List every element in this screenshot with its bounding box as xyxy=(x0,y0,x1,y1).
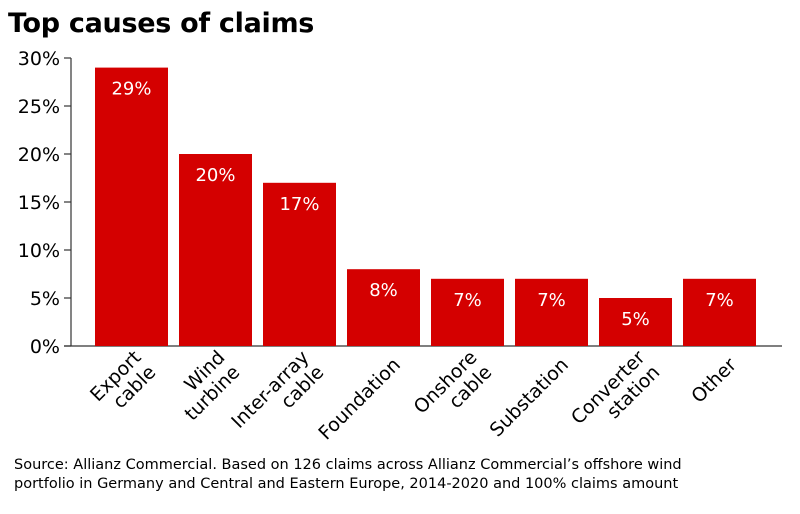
y-tick-label: 15% xyxy=(18,192,60,214)
bar xyxy=(179,154,252,346)
bar-data-label: 7% xyxy=(705,290,734,311)
y-tick-label: 30% xyxy=(18,48,60,70)
category-label: Other xyxy=(687,354,741,408)
bar xyxy=(95,67,168,346)
category-label: Converterstation xyxy=(567,346,664,443)
bar xyxy=(683,278,756,346)
bar-data-label: 20% xyxy=(195,165,235,186)
bar-data-label: 5% xyxy=(621,309,650,330)
category-label: Substation xyxy=(486,354,573,441)
category-label-line: Foundation xyxy=(314,354,405,445)
bar xyxy=(599,298,672,346)
y-tick-label: 25% xyxy=(18,96,60,118)
category-label-line: Other xyxy=(687,354,741,408)
chart-title: Top causes of claims xyxy=(8,8,315,39)
y-tick-label: 20% xyxy=(18,144,60,166)
category-label: Onshorecable xyxy=(410,346,497,433)
category-label: Inter-arraycable xyxy=(227,346,328,447)
y-tick-label: 10% xyxy=(18,240,60,262)
source-note: Source: Allianz Commercial. Based on 126… xyxy=(14,457,682,492)
bar-data-label: 7% xyxy=(453,290,482,311)
bar xyxy=(347,269,420,346)
category-label-line: Substation xyxy=(486,354,573,441)
bar xyxy=(263,182,336,346)
bar-data-label: 17% xyxy=(279,194,319,215)
category-label: Foundation xyxy=(314,354,405,445)
bar-data-label: 29% xyxy=(111,79,151,100)
bar xyxy=(515,278,588,346)
bar xyxy=(431,278,504,346)
bar-data-label: 8% xyxy=(369,280,398,301)
y-tick-label: 0% xyxy=(30,336,60,358)
y-tick-label: 5% xyxy=(30,288,60,310)
bar-data-label: 7% xyxy=(537,290,566,311)
category-label: Exportcable xyxy=(86,346,160,420)
